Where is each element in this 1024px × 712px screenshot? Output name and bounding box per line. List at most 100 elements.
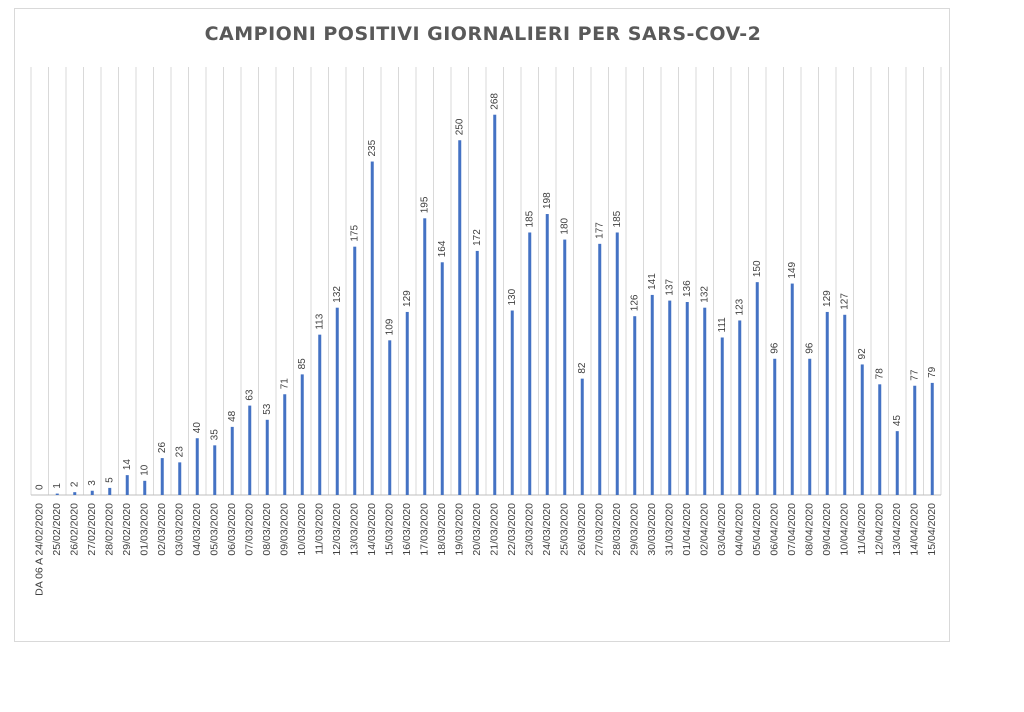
data-label: 79 [927, 366, 938, 378]
bar [545, 214, 549, 495]
bar [248, 405, 252, 495]
bar [615, 232, 619, 496]
data-label: 0 [34, 484, 45, 490]
data-label: 10 [139, 464, 150, 476]
x-tick-label: 11/03/2020 [314, 503, 326, 555]
x-tick-label: 27/02/2020 [86, 503, 98, 556]
bar [528, 232, 532, 496]
data-label: 185 [524, 210, 535, 227]
bar [633, 316, 637, 495]
x-tick-label: 28/02/2020 [104, 503, 116, 556]
bar [773, 358, 777, 495]
x-tick-label: 12/03/2020 [331, 503, 343, 556]
data-label: 5 [104, 477, 115, 483]
bar [370, 161, 374, 495]
bar [125, 475, 129, 495]
x-tick-label: 27/03/2020 [594, 503, 606, 556]
x-tick-label: 14/04/2020 [909, 503, 921, 556]
x-tick-label: 30/03/2020 [646, 503, 658, 556]
data-label: 40 [192, 422, 203, 434]
bar [580, 378, 584, 495]
data-label: 175 [349, 225, 360, 242]
data-label: 92 [857, 348, 868, 360]
x-tick-label: 13/03/2020 [349, 503, 361, 556]
x-tick-label: 08/04/2020 [804, 503, 816, 556]
bar [510, 310, 514, 495]
x-tick-label: 31/03/2020 [664, 503, 676, 556]
data-label: 235 [367, 139, 378, 156]
bar [720, 337, 724, 495]
data-label: 198 [542, 192, 553, 209]
data-label: 3 [87, 480, 98, 486]
data-label: 82 [577, 362, 588, 374]
x-tick-label: 19/03/2020 [454, 503, 466, 556]
data-label: 132 [699, 286, 710, 303]
x-tick-label: 10/03/2020 [296, 503, 308, 556]
bar [668, 300, 672, 495]
data-label: 136 [682, 280, 693, 297]
data-label: 268 [489, 93, 500, 110]
x-tick-label: 24/03/2020 [541, 503, 553, 556]
data-label: 141 [647, 273, 658, 290]
bar [405, 311, 409, 495]
bar [178, 462, 182, 495]
data-label: 53 [262, 403, 273, 415]
x-tick-label: 06/04/2020 [769, 503, 781, 556]
bar [213, 445, 217, 495]
bar [860, 364, 864, 495]
x-tick-label: 18/03/2020 [436, 503, 448, 556]
x-tick-label: 12/04/2020 [874, 503, 886, 556]
x-tick-label: 08/03/2020 [261, 503, 273, 556]
bar [475, 250, 479, 495]
data-label: 78 [874, 368, 885, 380]
data-label: 1 [52, 483, 63, 489]
bar [160, 458, 164, 495]
bar [598, 243, 602, 495]
bar [55, 493, 59, 495]
data-label: 250 [454, 118, 465, 135]
data-label: 129 [822, 290, 833, 307]
data-label: 45 [892, 415, 903, 427]
bar [895, 431, 899, 495]
bar [143, 480, 147, 495]
x-tick-label: 28/03/2020 [611, 503, 623, 556]
bar [230, 426, 234, 495]
data-label: 172 [472, 229, 483, 246]
bar [843, 314, 847, 495]
bar [703, 307, 707, 495]
x-tick-label: 29/03/2020 [629, 503, 641, 556]
x-tick-label: 21/03/2020 [489, 503, 501, 556]
x-tick-label: 25/03/2020 [559, 503, 571, 556]
x-tick-label: 05/04/2020 [751, 503, 763, 556]
data-label: 35 [209, 429, 220, 441]
data-label: 126 [629, 294, 640, 311]
data-label: 111 [717, 317, 728, 333]
data-label: 130 [507, 288, 518, 305]
x-tick-label: 05/03/2020 [209, 503, 221, 556]
bar [335, 307, 339, 495]
bar [300, 374, 304, 495]
x-tick-label: 11/04/2020 [856, 503, 868, 555]
x-tick-label: 20/03/2020 [471, 503, 483, 556]
data-label: 85 [297, 358, 308, 370]
bar [353, 246, 357, 495]
x-tick-label: 15/04/2020 [926, 503, 938, 556]
data-label: 150 [752, 260, 763, 277]
bar [73, 492, 77, 495]
bar [318, 334, 322, 495]
x-tick-label: 29/02/2020 [121, 503, 133, 556]
data-label: 2 [69, 481, 80, 487]
chart-frame: CAMPIONI POSITIVI GIORNALIERI PER SARS-C… [14, 8, 950, 642]
bar [90, 490, 94, 495]
bar [108, 487, 112, 495]
x-tick-label: 26/02/2020 [69, 503, 81, 556]
x-tick-label: 07/04/2020 [786, 503, 798, 556]
x-tick-label: 03/04/2020 [716, 503, 728, 556]
bar [738, 320, 742, 495]
data-label: 113 [314, 313, 325, 329]
data-label: 109 [384, 318, 395, 335]
x-tick-label: 15/03/2020 [384, 503, 396, 556]
bar [650, 294, 654, 495]
bar [790, 283, 794, 495]
data-label: 177 [594, 222, 605, 239]
